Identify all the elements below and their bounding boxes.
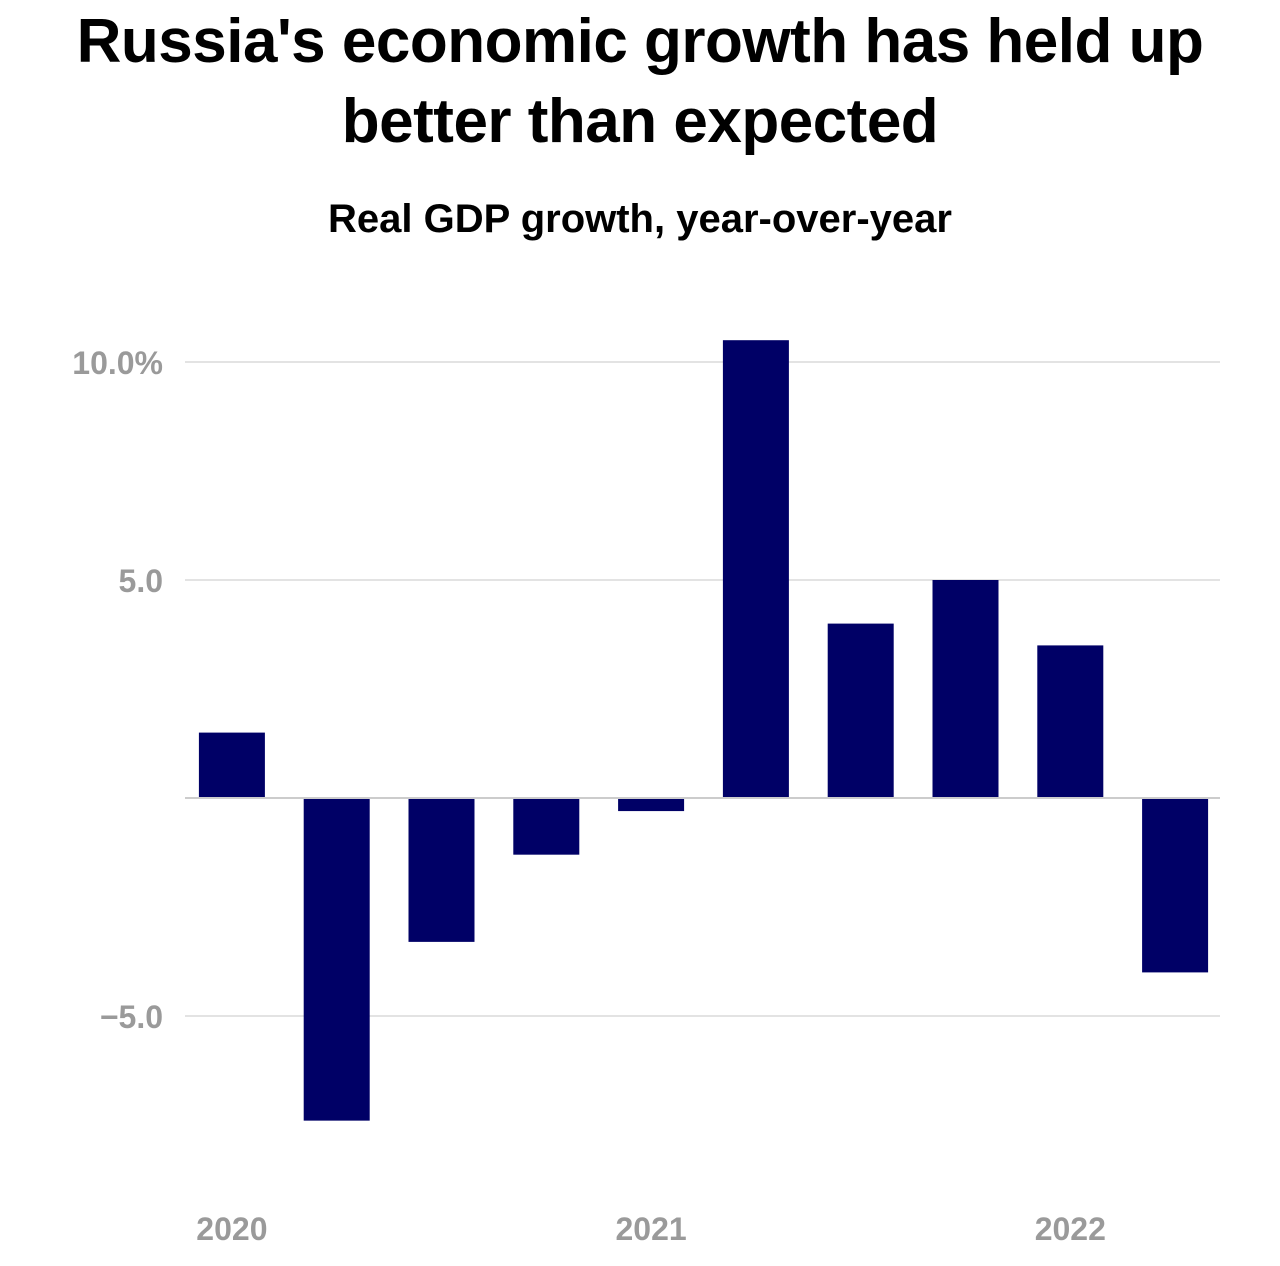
bar	[513, 798, 580, 855]
chart-title: Russia's economic growth has held up bet…	[76, 7, 1204, 156]
x-axis-tick-labels: 2020 2021 2022	[196, 1211, 1106, 1247]
bar	[198, 732, 265, 798]
y-tick-label: 10.0%	[72, 345, 163, 381]
y-tick-label: −5.0	[100, 999, 163, 1035]
x-tick-label: 2021	[616, 1211, 687, 1247]
bar	[827, 623, 894, 798]
chart-subtitle: Real GDP growth, year-over-year	[328, 197, 952, 241]
bar	[1037, 645, 1104, 798]
bar	[932, 580, 999, 798]
bar	[408, 798, 475, 942]
y-tick-label: 5.0	[119, 563, 163, 599]
bar	[1142, 798, 1209, 973]
bar	[722, 340, 789, 798]
bars	[198, 340, 1209, 1121]
bar	[618, 798, 685, 812]
bar	[303, 798, 370, 1121]
y-axis-tick-labels: 10.0% 5.0 −5.0	[72, 345, 163, 1035]
x-tick-label: 2022	[1035, 1211, 1106, 1247]
x-tick-label: 2020	[196, 1211, 267, 1247]
